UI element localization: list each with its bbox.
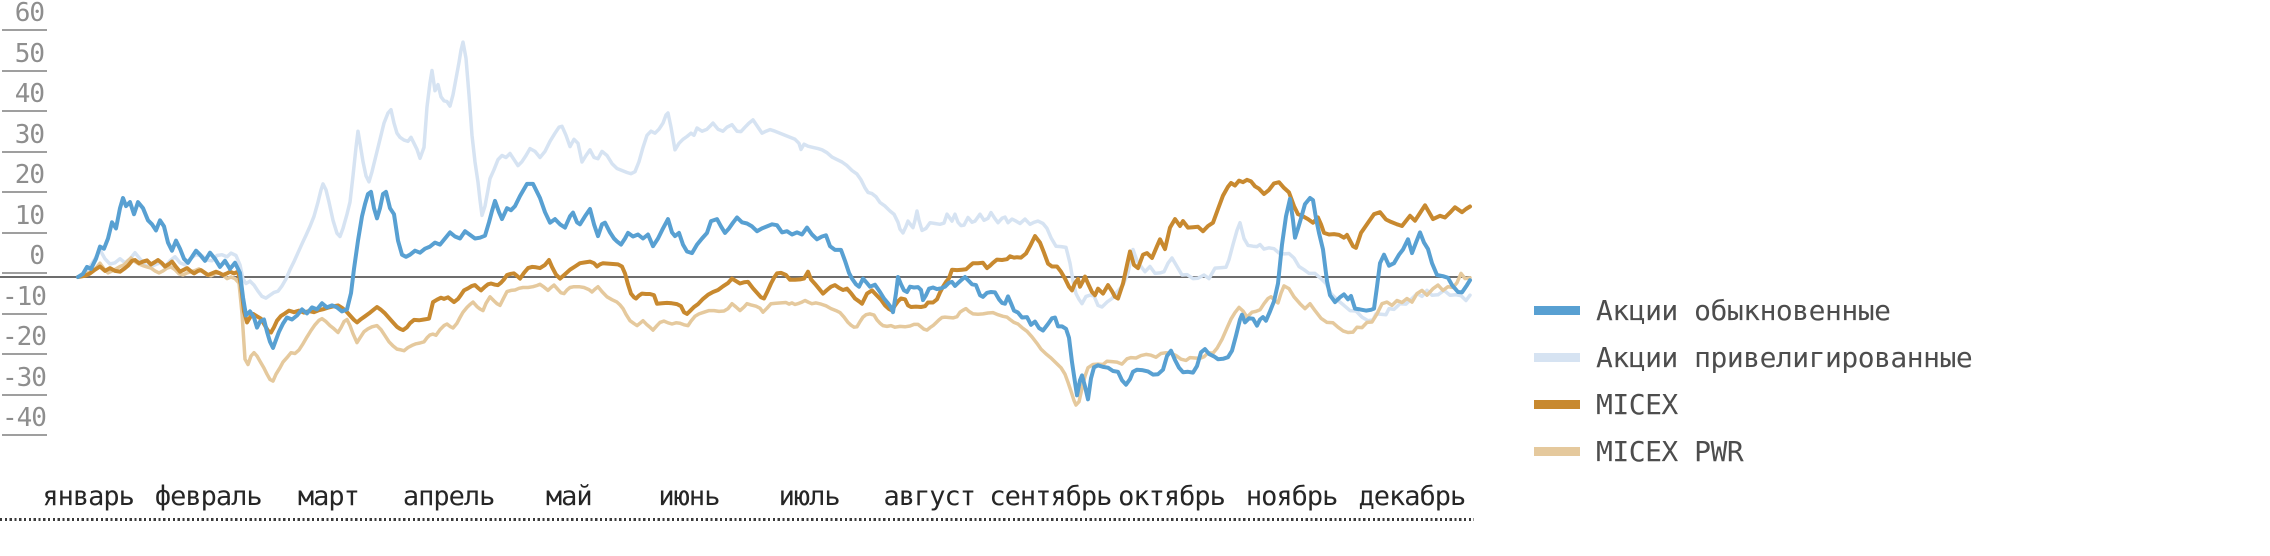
month-label-июль: июль (778, 481, 841, 512)
x-axis-hatch-band (6, 447, 1472, 472)
month-label-сентябрь: сентябрь (989, 481, 1112, 512)
series-line-MICEX (76, 177, 1472, 335)
x-axis-month-labels: январь февраль март апрель май июнь июль август… (28, 481, 1472, 512)
legend-label: Акции привелигированные (1596, 341, 1973, 374)
y-axis-tick--10: -10 (2, 284, 47, 315)
y-axis-tick-10: 10 (2, 203, 47, 234)
month-label-октябрь: октябрь (1118, 481, 1226, 512)
y-axis-tick-20: 20 (2, 162, 47, 193)
legend-swatch-icon (1534, 353, 1580, 362)
month-label-июнь: июнь (658, 481, 720, 512)
legend-swatch-icon (1534, 400, 1580, 409)
legend-item: MICEX PWR (1534, 435, 1972, 468)
month-label-август: август (883, 481, 977, 512)
legend-item: Акции привелигированные (1534, 341, 1973, 374)
month-label-май: май (545, 481, 593, 512)
month-label-апрель: апрель (402, 481, 496, 512)
month-label-декабрь: декабрь (1358, 481, 1466, 512)
y-axis-tick--20: -20 (2, 324, 47, 355)
y-axis-tick-50: 50 (2, 41, 47, 72)
legend-label: Акции обыкновенные (1596, 294, 1891, 327)
legend-swatch-icon (1534, 306, 1580, 315)
series-line-Акции привелигированные (76, 40, 1472, 323)
y-axis-tick--30: -30 (2, 365, 47, 396)
legend-item: MICEX (1534, 388, 1972, 421)
legend-swatch-icon (1534, 447, 1580, 456)
y-axis-tick-30: 30 (2, 122, 47, 153)
line-chart (0, 40, 1472, 407)
legend-item: Акции обыкновенные (1534, 294, 1972, 327)
y-axis-tick-60: 60 (2, 0, 47, 31)
y-axis-tick-40: 40 (2, 81, 47, 112)
month-label-ноябрь: ноябрь (1245, 481, 1339, 512)
legend-label: MICEX PWR (1596, 435, 1744, 468)
month-label-март: март (297, 481, 360, 512)
legend-label: MICEX (1596, 388, 1678, 421)
y-axis-tick-0: 0 (2, 243, 47, 274)
legend: Акции обыкновенные Акции привелигированны… (1534, 294, 1973, 484)
month-label-февраль: февраль (154, 481, 263, 512)
series-line-Акции обыкновенные (76, 181, 1472, 402)
y-axis-tick--40: -40 (2, 405, 47, 436)
dotted-separator (0, 518, 1474, 521)
month-label-январь: январь (42, 481, 135, 512)
